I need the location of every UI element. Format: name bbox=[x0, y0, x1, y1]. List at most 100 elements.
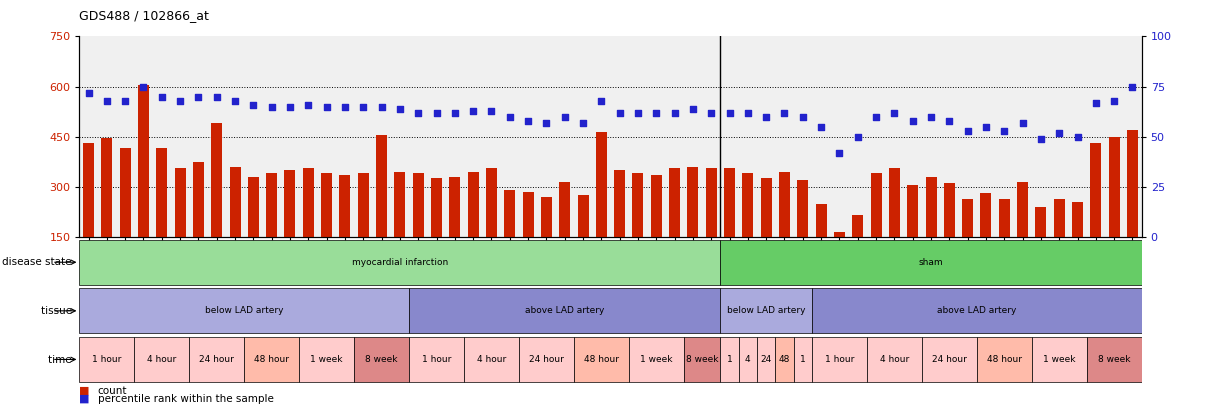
Point bbox=[391, 105, 410, 112]
Bar bbox=[541, 197, 552, 237]
Point bbox=[79, 90, 99, 96]
Text: 8 week: 8 week bbox=[1098, 355, 1131, 364]
Text: 8 week: 8 week bbox=[365, 355, 398, 364]
Bar bbox=[596, 132, 607, 237]
Point bbox=[830, 149, 850, 156]
Point bbox=[208, 94, 227, 100]
FancyBboxPatch shape bbox=[812, 337, 867, 382]
FancyBboxPatch shape bbox=[684, 337, 720, 382]
Point bbox=[1067, 134, 1087, 140]
Point bbox=[481, 107, 502, 114]
Bar bbox=[779, 172, 790, 237]
Bar bbox=[230, 167, 241, 237]
Bar bbox=[1090, 143, 1101, 237]
FancyBboxPatch shape bbox=[519, 337, 574, 382]
Bar bbox=[1054, 198, 1065, 237]
Bar bbox=[724, 168, 735, 237]
Bar bbox=[614, 170, 625, 237]
Text: 48 hour: 48 hour bbox=[584, 355, 619, 364]
Bar bbox=[761, 179, 772, 237]
Point bbox=[171, 97, 190, 104]
Point bbox=[994, 128, 1013, 134]
Bar bbox=[1109, 137, 1120, 237]
Point bbox=[1031, 135, 1050, 142]
Text: above LAD artery: above LAD artery bbox=[525, 306, 604, 315]
Point bbox=[354, 103, 374, 110]
FancyBboxPatch shape bbox=[720, 288, 812, 333]
FancyBboxPatch shape bbox=[757, 337, 775, 382]
Bar bbox=[926, 177, 937, 237]
Point bbox=[684, 105, 703, 112]
Point bbox=[737, 109, 757, 116]
Bar bbox=[101, 139, 112, 237]
Point bbox=[811, 124, 830, 130]
Bar bbox=[889, 168, 900, 237]
FancyBboxPatch shape bbox=[867, 337, 922, 382]
FancyBboxPatch shape bbox=[79, 337, 134, 382]
Point bbox=[904, 117, 923, 124]
Text: tissue: tissue bbox=[40, 306, 78, 316]
FancyBboxPatch shape bbox=[409, 337, 464, 382]
Bar bbox=[669, 168, 680, 237]
Point bbox=[371, 103, 391, 110]
Point bbox=[610, 109, 630, 116]
Point bbox=[628, 109, 647, 116]
FancyBboxPatch shape bbox=[794, 337, 812, 382]
Point bbox=[281, 103, 300, 110]
FancyBboxPatch shape bbox=[464, 337, 519, 382]
Bar bbox=[1072, 202, 1083, 237]
Text: sham: sham bbox=[918, 258, 944, 267]
Text: 1 hour: 1 hour bbox=[92, 355, 122, 364]
Text: 1 hour: 1 hour bbox=[824, 355, 855, 364]
FancyBboxPatch shape bbox=[739, 337, 757, 382]
FancyBboxPatch shape bbox=[629, 337, 684, 382]
Bar bbox=[156, 148, 167, 237]
Text: 48 hour: 48 hour bbox=[254, 355, 289, 364]
Bar bbox=[797, 180, 808, 237]
Bar bbox=[138, 85, 149, 237]
Point bbox=[226, 97, 245, 104]
Text: count: count bbox=[98, 386, 127, 396]
Bar bbox=[321, 173, 332, 237]
Bar bbox=[431, 179, 442, 237]
Point bbox=[298, 101, 317, 108]
Point bbox=[444, 109, 464, 116]
Point bbox=[244, 101, 264, 108]
Point bbox=[794, 113, 813, 120]
Point bbox=[536, 119, 556, 126]
Bar bbox=[266, 173, 277, 237]
Point bbox=[1123, 83, 1143, 90]
Point bbox=[98, 97, 117, 104]
Bar bbox=[1035, 207, 1046, 237]
Bar bbox=[468, 172, 479, 237]
FancyBboxPatch shape bbox=[134, 337, 189, 382]
Point bbox=[1087, 99, 1106, 106]
Point bbox=[591, 97, 610, 104]
Bar bbox=[504, 190, 515, 237]
Bar bbox=[193, 162, 204, 237]
Text: 24 hour: 24 hour bbox=[199, 355, 234, 364]
Bar bbox=[907, 185, 918, 237]
Text: 1: 1 bbox=[800, 355, 806, 364]
Point bbox=[847, 134, 867, 140]
FancyBboxPatch shape bbox=[244, 337, 299, 382]
Text: 1 week: 1 week bbox=[1043, 355, 1076, 364]
Text: 1 week: 1 week bbox=[310, 355, 343, 364]
FancyBboxPatch shape bbox=[1032, 337, 1087, 382]
FancyBboxPatch shape bbox=[574, 337, 629, 382]
FancyBboxPatch shape bbox=[299, 337, 354, 382]
Bar bbox=[816, 204, 827, 237]
FancyBboxPatch shape bbox=[922, 337, 977, 382]
Point bbox=[427, 109, 447, 116]
Point bbox=[664, 109, 684, 116]
Point bbox=[1104, 97, 1123, 104]
Point bbox=[189, 94, 209, 100]
Bar bbox=[834, 232, 845, 237]
Point bbox=[647, 109, 667, 116]
Text: 24: 24 bbox=[761, 355, 772, 364]
Point bbox=[774, 109, 794, 116]
Text: above LAD artery: above LAD artery bbox=[937, 306, 1017, 315]
Point bbox=[518, 117, 537, 124]
FancyBboxPatch shape bbox=[775, 337, 794, 382]
Point bbox=[719, 109, 739, 116]
